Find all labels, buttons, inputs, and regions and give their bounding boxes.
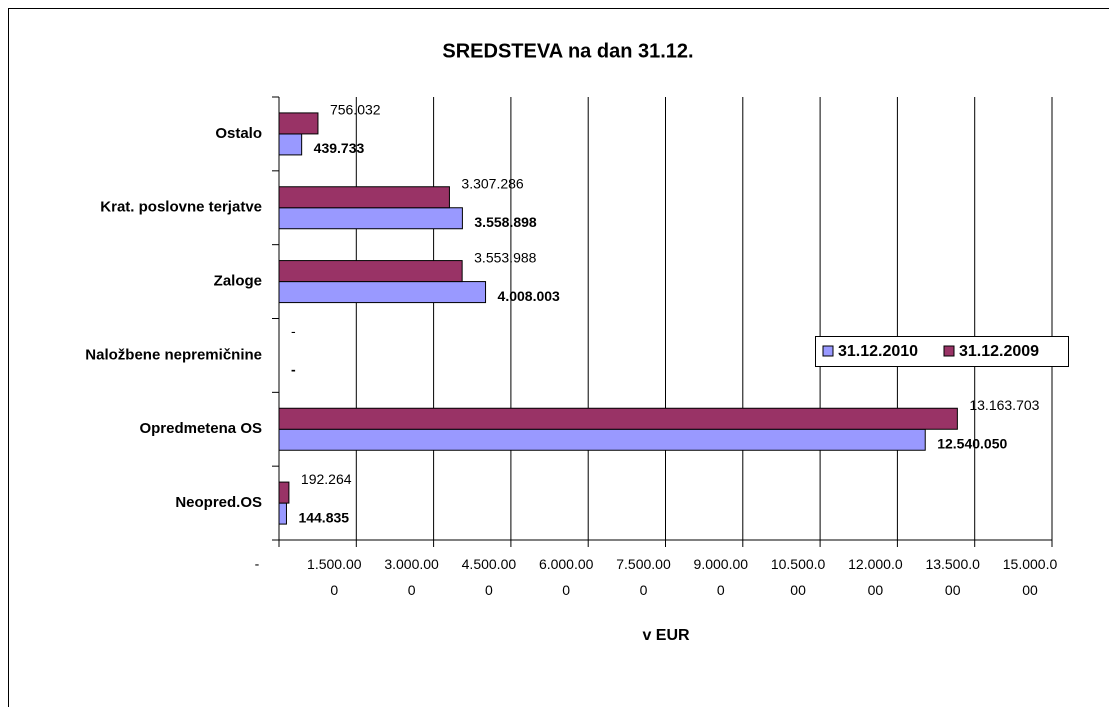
- x-tick-label: 1.500.00 0: [307, 556, 362, 598]
- x-tick-label-line: 00: [1022, 582, 1038, 598]
- x-tick-label-line: 0: [408, 582, 416, 598]
- x-tick-label-line: 1.500.00: [307, 556, 362, 572]
- x-tick-label-line: 13.500.0: [925, 556, 980, 572]
- x-tick-label-line: 4.500.00: [462, 556, 517, 572]
- x-tick-label-line: 0: [562, 582, 570, 598]
- x-tick-label-line: 0: [485, 582, 493, 598]
- y-tick-label: Naložbene nepremičnine: [85, 346, 262, 363]
- bar: [278, 428, 926, 451]
- bar: [278, 502, 287, 525]
- y-tick-label: Ostalo: [215, 125, 262, 142]
- x-tick-label-line: 15.000.0: [1003, 556, 1058, 572]
- legend-swatch: [822, 345, 834, 357]
- data-label: 13.163.703: [969, 397, 1039, 413]
- x-tick-label: 15.000.0 00: [1003, 556, 1058, 598]
- data-label: 439.733: [314, 140, 365, 156]
- x-tick-label-line: 0: [330, 582, 338, 598]
- x-tick-label: 3.000.00 0: [384, 556, 439, 598]
- data-label: -: [291, 362, 296, 378]
- x-tick-label-line: 10.500.0: [771, 556, 826, 572]
- x-tick-label: 12.000.0 00: [848, 556, 903, 598]
- x-tick-label: -: [255, 556, 260, 572]
- x-tick-label-line: 3.000.00: [384, 556, 439, 572]
- data-label: -: [291, 323, 296, 339]
- bar: [278, 260, 463, 283]
- chart-title: SREDSTEVA na dan 31.12.: [442, 40, 693, 62]
- y-tick-label: Krat. poslovne terjatve: [100, 199, 262, 216]
- x-tick-label-line: 12.000.0: [848, 556, 903, 572]
- x-tick-label-line: 00: [945, 582, 961, 598]
- data-label: 756.032: [330, 102, 381, 118]
- bar: [278, 112, 319, 135]
- legend-swatch: [943, 345, 955, 357]
- x-tick-label: 7.500.00 0: [616, 556, 671, 598]
- x-tick-label-line: 9.000.00: [694, 556, 749, 572]
- x-tick-label: 9.000.00 0: [694, 556, 749, 598]
- x-tick-label: 10.500.0 00: [771, 556, 826, 598]
- legend-box: [815, 336, 1069, 367]
- y-tick-label: Neopred.OS: [175, 494, 262, 511]
- x-tick-label: 4.500.00 0: [462, 556, 517, 598]
- legend-label: 31.12.2010: [838, 343, 918, 360]
- legend-label: 31.12.2009: [959, 343, 1039, 360]
- x-tick-label-line: 0: [640, 582, 648, 598]
- data-label: 3.558.898: [474, 214, 536, 230]
- data-label: 192.264: [301, 471, 352, 487]
- data-label: 4.008.003: [498, 288, 560, 304]
- x-tick-label-line: 00: [790, 582, 806, 598]
- x-tick-label: 13.500.0 00: [925, 556, 980, 598]
- bar: [278, 281, 487, 304]
- legend: 31.12.2010 31.12.2009: [815, 336, 1069, 367]
- y-tick-label: Opredmetena OS: [139, 420, 262, 437]
- x-axis-title: v EUR: [642, 627, 690, 644]
- bar: [278, 481, 290, 504]
- x-tick-label: 6.000.00 0: [539, 556, 594, 598]
- x-tick-label-line: 6.000.00: [539, 556, 594, 572]
- bar: [278, 186, 450, 209]
- data-label: 144.835: [298, 509, 349, 525]
- y-tick-label: Zaloge: [214, 273, 262, 290]
- x-tick-label-line: 0: [717, 582, 725, 598]
- bar: [278, 207, 463, 230]
- bar: [278, 407, 958, 430]
- data-label: 12.540.050: [937, 435, 1007, 451]
- x-tick-label-line: 00: [868, 582, 884, 598]
- bar: [278, 133, 303, 156]
- data-label: 3.307.286: [461, 175, 523, 191]
- data-label: 3.553.988: [474, 249, 536, 265]
- x-tick-label-line: 7.500.00: [616, 556, 671, 572]
